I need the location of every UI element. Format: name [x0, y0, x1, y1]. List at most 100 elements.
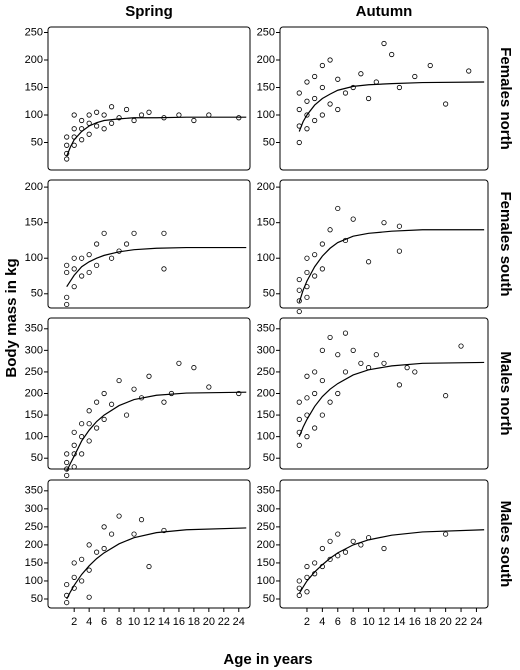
data-point [381, 360, 387, 366]
y-tick-label: 250 [257, 521, 275, 533]
y-tick-label: 250 [257, 366, 275, 378]
y-tick-label: 150 [257, 409, 275, 421]
x-tick-label: 6 [101, 616, 107, 628]
data-point [206, 112, 212, 118]
data-point [94, 399, 100, 405]
x-tick-label: 4 [319, 616, 325, 628]
data-point [101, 390, 107, 397]
panel-frame [279, 317, 489, 470]
data-point [327, 334, 333, 341]
x-tick-label: 20 [203, 616, 215, 628]
y-tick-label: 100 [257, 109, 275, 121]
data-point [101, 524, 107, 530]
data-point [116, 115, 122, 121]
data-point [64, 472, 70, 479]
data-point [312, 95, 318, 102]
data-point [335, 106, 341, 113]
x-tick-label: 4 [86, 616, 92, 628]
fit-curve [298, 361, 485, 437]
data-point [123, 241, 130, 247]
data-point [123, 412, 130, 418]
data-point [79, 421, 85, 427]
data-point [396, 223, 403, 229]
y-tick-label: 150 [257, 557, 275, 569]
y-tick-label: 200 [25, 539, 43, 551]
data-point [236, 390, 242, 397]
data-point [86, 438, 92, 444]
data-point [101, 230, 107, 236]
fit-curve [66, 391, 247, 472]
data-point [319, 545, 325, 552]
data-point [381, 40, 387, 47]
data-point [304, 126, 310, 132]
data-point [412, 73, 418, 80]
y-tick-label: 100 [25, 109, 43, 121]
data-point [296, 287, 302, 293]
data-point [327, 101, 333, 107]
data-point [365, 259, 372, 265]
y-axis-label: Body mass in kg [3, 258, 20, 377]
data-point [304, 269, 310, 276]
data-point [71, 429, 77, 435]
data-point [86, 131, 92, 137]
data-point [312, 117, 318, 124]
y-tick-label: 150 [257, 81, 275, 93]
data-point [304, 79, 310, 85]
row-label: Males south [497, 501, 514, 588]
data-point [101, 112, 107, 118]
data-point [86, 408, 92, 414]
data-point [304, 373, 310, 379]
data-point [296, 308, 302, 315]
data-point [443, 393, 449, 399]
data-point [342, 90, 349, 96]
data-point [146, 109, 152, 115]
data-point [116, 513, 122, 519]
data-point [64, 262, 70, 268]
data-point [64, 156, 70, 162]
x-tick-label: 6 [335, 616, 341, 628]
data-point [381, 220, 387, 226]
data-point [71, 464, 77, 470]
data-point [131, 230, 137, 236]
data-point [161, 266, 167, 272]
data-point [131, 386, 137, 392]
data-point [94, 109, 100, 115]
data-point [396, 84, 403, 91]
data-point [304, 112, 310, 118]
data-point [79, 117, 85, 124]
data-point [64, 466, 70, 472]
data-point [71, 442, 77, 448]
data-point [342, 549, 349, 555]
data-point [312, 273, 318, 279]
data-point [319, 347, 325, 353]
data-point [161, 399, 167, 405]
data-point [319, 84, 325, 91]
x-tick-label: 22 [455, 616, 467, 628]
y-tick-label: 50 [263, 452, 275, 464]
data-point [71, 284, 77, 290]
data-point [466, 68, 472, 74]
data-point [327, 538, 333, 544]
data-point [79, 434, 85, 440]
data-point [296, 578, 302, 584]
x-tick-label: 20 [440, 616, 452, 628]
data-point [319, 266, 325, 272]
panel-frame [47, 26, 251, 171]
y-tick-label: 100 [257, 252, 275, 264]
y-tick-label: 100 [25, 575, 43, 587]
y-tick-label: 300 [257, 503, 275, 515]
y-tick-label: 250 [25, 366, 43, 378]
data-point [71, 126, 77, 132]
x-tick-label: 18 [188, 616, 200, 628]
data-point [358, 360, 364, 366]
x-tick-label: 12 [378, 616, 390, 628]
fit-curve [298, 229, 485, 303]
data-point [319, 412, 325, 418]
data-point [86, 269, 92, 276]
data-point [319, 241, 325, 247]
data-point [350, 216, 356, 222]
y-tick-label: 50 [263, 593, 275, 605]
data-point [71, 560, 77, 566]
y-tick-label: 350 [25, 323, 43, 335]
y-tick-label: 50 [31, 452, 43, 464]
